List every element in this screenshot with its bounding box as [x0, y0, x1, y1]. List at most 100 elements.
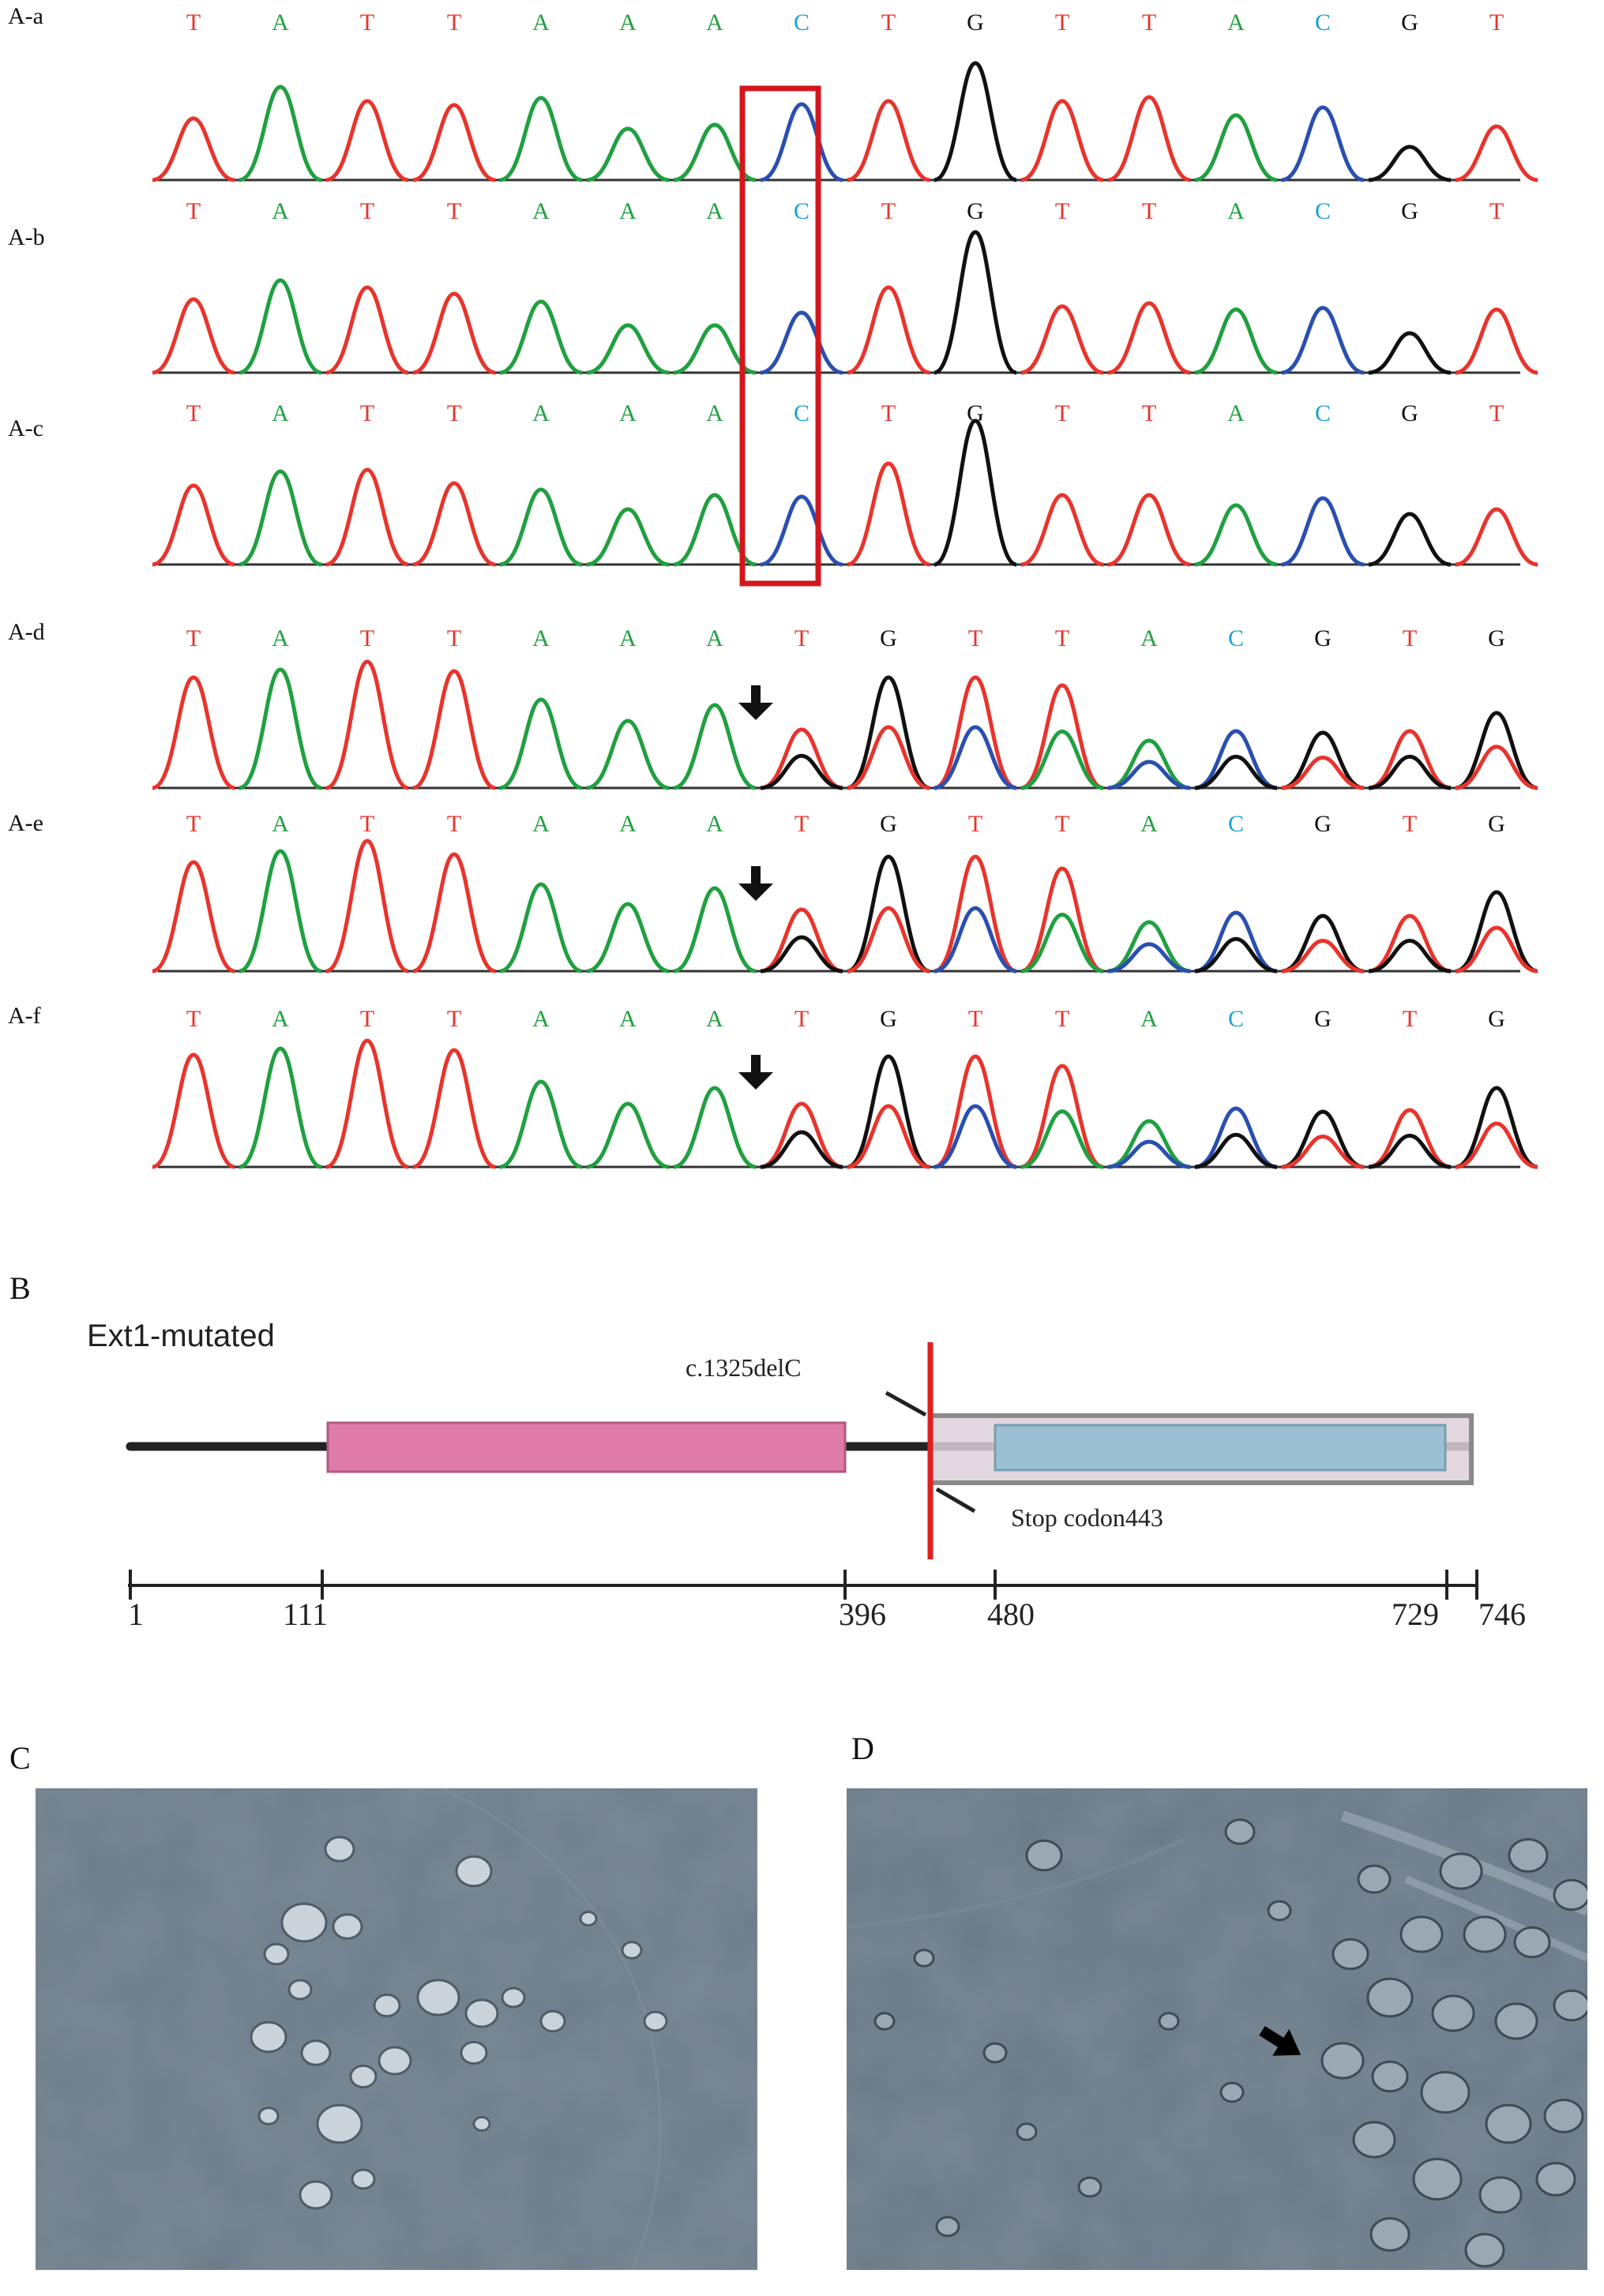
peak-g: [1455, 1086, 1538, 1169]
base-call: A: [619, 1006, 637, 1032]
peak-a: [673, 323, 757, 375]
base-call: G: [1314, 625, 1332, 651]
peak-a: [673, 493, 757, 567]
cell: [1366, 1977, 1414, 2018]
panel-label-c: C: [9, 1740, 31, 1776]
cell: [1219, 2081, 1245, 2103]
base-call: A: [272, 400, 289, 426]
peak-secondary: [933, 906, 1017, 974]
peak-a: [586, 126, 670, 182]
cell: [250, 2020, 287, 2054]
cell: [1224, 1818, 1256, 1845]
base-call: T: [1489, 198, 1504, 224]
peak-g: [1455, 890, 1538, 974]
cell: [1420, 2071, 1471, 2114]
base-call: G: [880, 625, 897, 651]
base-call: C: [1315, 400, 1331, 426]
trace-label: A-e: [8, 810, 43, 836]
peak-a: [1107, 1119, 1191, 1169]
base-call: A: [619, 400, 637, 426]
cell: [935, 2215, 960, 2238]
base-call: T: [360, 1006, 374, 1032]
cell: [1463, 1915, 1507, 1953]
cell: [1412, 2158, 1463, 2200]
panel-label-b: B: [9, 1270, 31, 1306]
cell: [332, 1913, 363, 1940]
base-call: T: [794, 811, 809, 837]
peak-t: [412, 669, 496, 790]
cell: [1485, 2103, 1532, 2144]
base-call: T: [186, 811, 201, 837]
peak-secondary: [1455, 745, 1538, 790]
peak-t: [152, 675, 235, 790]
base-call: A: [532, 9, 550, 36]
cell: [1025, 1839, 1063, 1872]
cell: [501, 1986, 526, 2009]
base-call: T: [881, 198, 896, 224]
base-call: T: [447, 1006, 461, 1032]
base-call: A: [532, 625, 550, 651]
cell: [351, 2168, 376, 2190]
cell: [416, 1979, 460, 2017]
marker-tick-upper: [885, 1390, 927, 1417]
peak-c: [1281, 496, 1365, 567]
base-call: T: [1142, 198, 1156, 224]
peak-a: [499, 697, 583, 790]
peak-secondary: [1194, 936, 1278, 974]
base-call: A: [619, 198, 637, 224]
peak-t: [1107, 493, 1191, 567]
cell: [873, 2012, 896, 2031]
peak-g: [933, 61, 1017, 182]
base-call: A: [706, 1006, 723, 1032]
base-call: T: [794, 1006, 809, 1032]
peak-t: [1107, 301, 1191, 375]
peak-secondary: [1455, 1121, 1538, 1169]
base-call: T: [186, 198, 201, 224]
deleted-base-highlight-box: [739, 85, 821, 587]
base-call: G: [1401, 400, 1418, 426]
peak-a: [586, 718, 670, 790]
base-call: T: [360, 811, 374, 837]
peak-a: [586, 902, 670, 974]
peak-t: [847, 99, 930, 182]
peak-g: [1281, 1109, 1365, 1169]
cell: [1332, 1938, 1369, 1971]
base-call: G: [967, 400, 984, 426]
base-call: C: [1315, 9, 1331, 36]
cell: [263, 1942, 290, 1966]
peak-secondary: [1281, 755, 1365, 790]
peak-t: [933, 675, 1017, 790]
base-call: G: [1488, 811, 1505, 837]
peak-secondary: [847, 906, 930, 974]
mutation-label: c.1325delC: [686, 1353, 802, 1382]
trace-label: A-b: [8, 224, 45, 250]
base-call: T: [1142, 9, 1156, 36]
base-call: G: [1401, 9, 1418, 36]
peak-t: [760, 907, 843, 974]
base-call: A: [706, 9, 723, 36]
peak-a: [499, 882, 583, 974]
cell: [373, 1993, 401, 2018]
peak-secondary: [1281, 938, 1365, 974]
cell: [579, 1911, 598, 1926]
base-call: G: [880, 1006, 897, 1032]
base-call: A: [1140, 1006, 1158, 1032]
base-call: T: [447, 9, 461, 36]
base-call: A: [532, 400, 550, 426]
peak-a: [239, 667, 322, 790]
peak-secondary: [1455, 925, 1538, 974]
peak-a: [1194, 503, 1278, 567]
base-call: T: [1403, 811, 1417, 837]
cell: [472, 2116, 491, 2132]
panel-label-d: D: [851, 1731, 874, 1766]
base-call: T: [881, 400, 896, 426]
peak-a: [673, 886, 757, 974]
peak-t: [412, 1048, 496, 1169]
cell: [1494, 2002, 1538, 2040]
cell: [1371, 2060, 1409, 2093]
base-call: T: [447, 198, 461, 224]
peak-a: [673, 122, 757, 182]
peak-t: [847, 285, 930, 375]
peak-t: [760, 1101, 843, 1169]
base-call: T: [1055, 198, 1069, 224]
